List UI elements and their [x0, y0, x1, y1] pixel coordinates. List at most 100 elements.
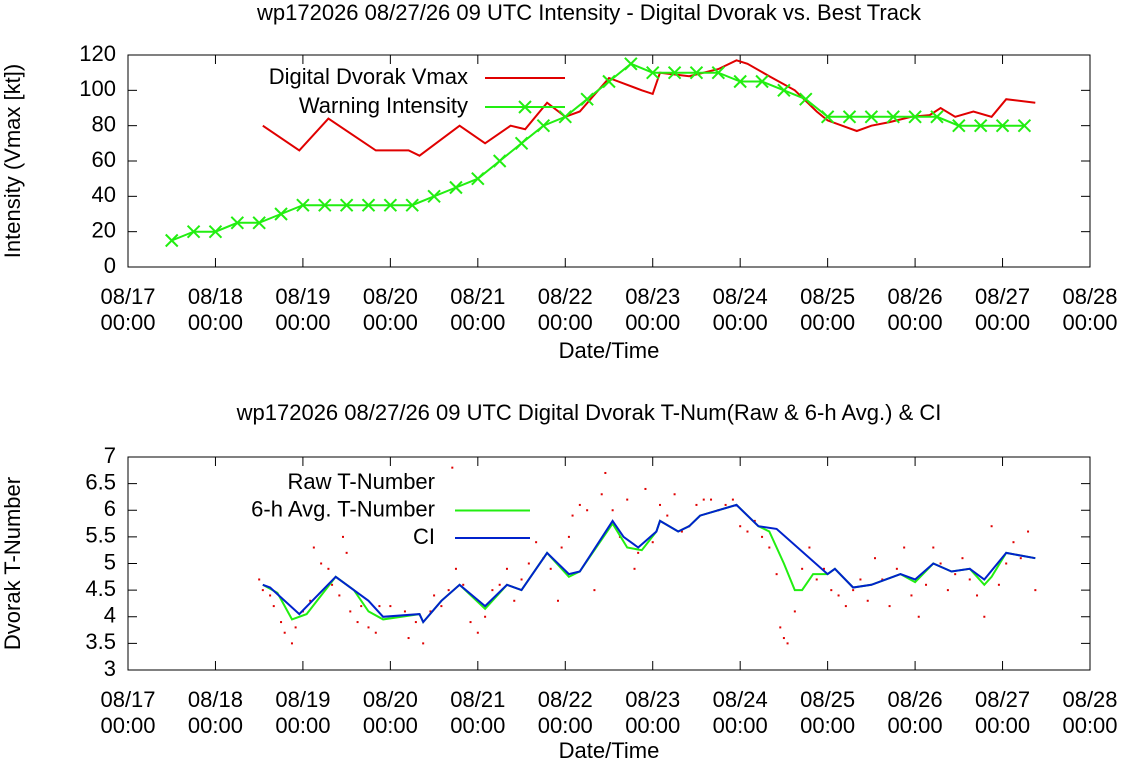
point-marker	[422, 642, 425, 645]
point-marker	[852, 589, 855, 592]
point-marker	[1005, 562, 1008, 565]
point-marker	[331, 583, 334, 586]
point-marker	[440, 605, 443, 608]
x-tick-label: 08/20 00:00	[363, 284, 418, 335]
point-marker	[429, 610, 432, 613]
point-marker	[492, 154, 507, 168]
plot-frame	[127, 456, 1091, 671]
chart-title: wp172026 08/27/26 09 UTC Intensity - Dig…	[256, 0, 922, 25]
point-marker	[290, 642, 293, 645]
point-marker	[361, 198, 376, 212]
point-marker	[578, 503, 581, 506]
point-marker	[895, 567, 898, 570]
point-marker	[294, 626, 297, 629]
point-marker	[952, 118, 966, 133]
series-line	[262, 503, 1036, 624]
point-marker	[447, 589, 450, 592]
point-marker	[433, 594, 436, 597]
point-marker	[768, 546, 771, 549]
point-marker	[556, 599, 559, 602]
y-tick-label: 60	[92, 147, 116, 172]
y-tick-label: 5	[104, 549, 116, 574]
y-tick-label: 120	[79, 41, 116, 66]
point-marker	[881, 578, 884, 581]
point-marker	[405, 198, 419, 212]
point-marker	[633, 567, 636, 570]
point-marker	[626, 498, 629, 501]
point-marker	[367, 626, 370, 629]
x-tick-label: 08/17 00:00	[100, 284, 155, 335]
plot-frame	[127, 54, 1091, 268]
legend-label: Raw T-Number	[287, 469, 435, 494]
y-tick-label: 100	[79, 76, 116, 101]
y-tick-label: 80	[92, 111, 116, 136]
point-marker	[309, 599, 312, 602]
point-marker	[427, 189, 441, 204]
point-marker	[274, 207, 288, 221]
point-marker	[753, 519, 756, 522]
point-marker	[973, 118, 988, 133]
point-marker	[864, 110, 879, 124]
point-marker	[518, 100, 532, 114]
point-marker	[695, 503, 698, 506]
point-marker	[338, 594, 341, 597]
point-marker	[793, 610, 796, 613]
point-marker	[746, 530, 749, 533]
point-marker	[296, 198, 310, 212]
point-marker	[820, 110, 835, 124]
point-marker	[407, 637, 410, 640]
point-marker	[451, 466, 454, 469]
x-tick-label: 08/19 00:00	[275, 284, 330, 335]
point-marker	[374, 631, 377, 634]
point-marker	[258, 578, 261, 581]
chart-title: wp172026 08/27/26 09 UTC Digital Dvorak …	[236, 400, 942, 425]
point-marker	[1027, 530, 1030, 533]
point-marker	[886, 110, 900, 124]
point-marker	[910, 594, 913, 597]
x-tick-label: 08/26 00:00	[888, 284, 943, 335]
x-tick-label: 08/24 00:00	[713, 284, 768, 335]
x-tick-label: 08/25 00:00	[800, 284, 855, 335]
point-marker	[997, 583, 1000, 586]
point-marker	[932, 546, 935, 549]
point-marker	[739, 525, 742, 528]
point-marker	[680, 530, 683, 533]
point-marker	[724, 503, 727, 506]
point-marker	[261, 589, 264, 592]
x-tick-label: 08/23 00:00	[625, 687, 680, 738]
point-marker	[1012, 541, 1015, 544]
point-marker	[535, 541, 538, 544]
point-marker	[666, 514, 669, 517]
point-marker	[983, 615, 986, 618]
y-tick-label: 4.5	[85, 576, 116, 601]
point-marker	[782, 637, 785, 640]
x-tick-label: 08/20 00:00	[363, 687, 418, 738]
point-marker	[356, 621, 359, 624]
point-marker	[624, 57, 638, 71]
point-marker	[341, 535, 344, 538]
point-marker	[990, 525, 993, 528]
point-marker	[710, 498, 713, 501]
point-marker	[449, 180, 463, 195]
point-marker	[908, 110, 922, 124]
point-marker	[454, 567, 457, 570]
point-marker	[801, 567, 804, 570]
point-marker	[917, 615, 920, 618]
point-marker	[491, 589, 494, 592]
point-marker	[280, 621, 283, 624]
x-axis-label: Date/Time	[559, 738, 660, 763]
point-marker	[859, 578, 862, 581]
legend-label: Digital Dvorak Vmax	[269, 64, 468, 89]
point-marker	[469, 621, 472, 624]
y-tick-label: 40	[92, 182, 116, 207]
point-marker	[414, 621, 417, 624]
point-marker	[888, 605, 891, 608]
point-marker	[536, 118, 551, 133]
x-tick-label: 08/27 00:00	[975, 687, 1030, 738]
point-marker	[761, 535, 764, 538]
y-tick-label: 6.5	[85, 469, 116, 494]
point-marker	[637, 551, 640, 554]
x-axis-label: Date/Time	[559, 338, 660, 363]
x-tick-label: 08/23 00:00	[625, 284, 680, 335]
